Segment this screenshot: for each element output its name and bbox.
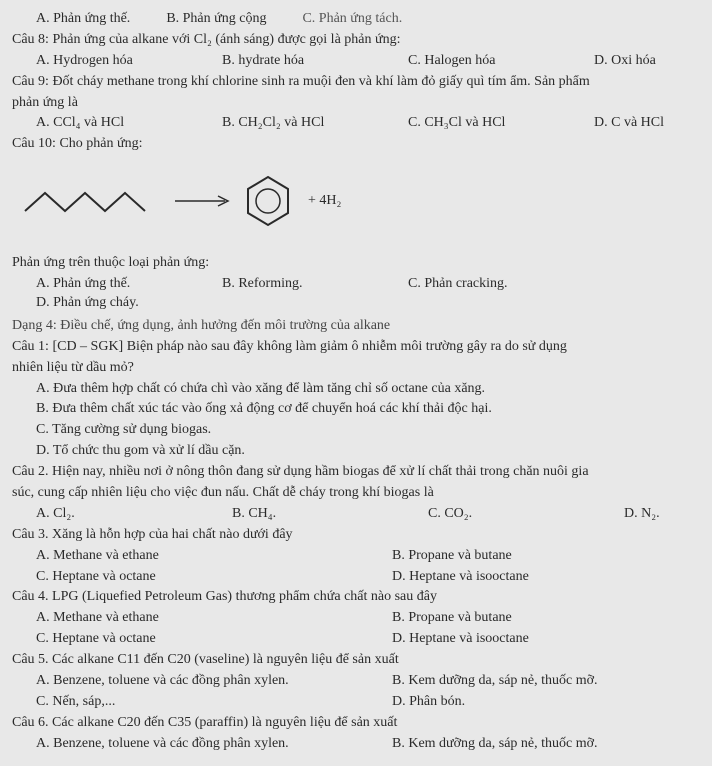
cau9-b: B. CH₂Cl₂ và HCl [222, 114, 372, 133]
opt-a: A. Phản ứng thế. [36, 10, 130, 29]
cau5-a: A. Benzene, toluene và các đồng phân xyl… [36, 672, 356, 691]
cau10-c: C. Phản cracking. [408, 275, 558, 294]
cau4-row1: A. Methane và ethane B. Propane và butan… [12, 609, 700, 628]
cau4-row2: C. Heptane và octane D. Heptane và isooc… [12, 630, 700, 649]
cau3-stem: Câu 3. Xăng là hỗn hợp của hai chất nào … [12, 526, 700, 545]
cau1-stem1: Câu 1: [CD – SGK] Biện pháp nào sau đây … [12, 338, 700, 357]
cau3-b: B. Propane và butane [392, 547, 512, 566]
cau2-d: D. N₂. [624, 505, 660, 524]
cau5-row1: A. Benzene, toluene và các đồng phân xyl… [12, 672, 700, 691]
cau3-row1: A. Methane và ethane B. Propane và butan… [12, 547, 700, 566]
cau8-options: A. Hydrogen hóa B. hydrate hóa C. Haloge… [12, 52, 700, 71]
cau6-b: B. Kem dưỡng da, sáp nẻ, thuốc mỡ. [392, 735, 598, 754]
cau5-b: B. Kem dưỡng da, sáp nẻ, thuốc mỡ. [392, 672, 598, 691]
cau8-a: A. Hydrogen hóa [36, 52, 186, 71]
cau4-d: D. Heptane và isooctane [392, 630, 529, 649]
cau1-d: D. Tổ chức thu gom và xử lí dầu cặn. [12, 442, 700, 461]
benzene-icon [240, 173, 296, 229]
cau2-stem1: Câu 2. Hiện nay, nhiều nơi ở nông thôn đ… [12, 463, 700, 482]
top-frag-options: A. Phản ứng thế. B. Phản ứng cộng C. Phả… [12, 10, 700, 29]
cau3-d: D. Heptane và isooctane [392, 568, 529, 587]
cau8-d: D. Oxi hóa [594, 52, 656, 71]
cau10-diagram: + 4H₂ [20, 166, 700, 236]
cau5-d: D. Phân bón. [392, 693, 465, 712]
cau1-b: B. Đưa thêm chất xúc tác vào ống xả động… [12, 400, 700, 419]
zigzag-chain-icon [20, 181, 170, 221]
opt-b: B. Phản ứng cộng [166, 10, 266, 29]
cau9-a: A. CCl₄ và HCl [36, 114, 186, 133]
dang4-heading: Dạng 4: Điều chế, ứng dụng, ảnh hưởng đế… [12, 317, 700, 336]
cau10-b: B. Reforming. [222, 275, 372, 294]
cau4-a: A. Methane và ethane [36, 609, 356, 628]
cau10-stem: Câu 10: Cho phản ứng: [12, 135, 700, 154]
cau4-stem: Câu 4. LPG (Liquefied Petroleum Gas) thư… [12, 588, 700, 607]
cau8-b: B. hydrate hóa [222, 52, 372, 71]
cau9-options: A. CCl₄ và HCl B. CH₂Cl₂ và HCl C. CH₃Cl… [12, 114, 700, 133]
cau6-stem: Câu 6. Các alkane C20 đến C35 (paraffin)… [12, 714, 700, 733]
cau8-stem: Câu 8: Phản ứng của alkane với Cl₂ (ánh … [12, 31, 700, 50]
opt-c: C. Phản ứng tách. [302, 10, 402, 29]
cau8-c: C. Halogen hóa [408, 52, 558, 71]
cau2-c: C. CO₂. [428, 505, 588, 524]
cau2-options: A. Cl₂. B. CH₄. C. CO₂. D. N₂. [12, 505, 700, 524]
cau2-a: A. Cl₂. [36, 505, 196, 524]
cau6-a: A. Benzene, toluene và các đồng phân xyl… [36, 735, 356, 754]
cau9-d: D. C và HCl [594, 114, 664, 133]
cau10-options: A. Phản ứng thế. B. Reforming. C. Phản c… [12, 275, 700, 313]
cau4-b: B. Propane và butane [392, 609, 512, 628]
cau9-stem1: Câu 9: Đốt cháy methane trong khí chlori… [12, 73, 700, 92]
cau5-row2: C. Nến, sáp,... D. Phân bón. [12, 693, 700, 712]
cau2-stem2: súc, cung cấp nhiên liệu cho việc đun nấ… [12, 484, 700, 503]
cau1-a: A. Đưa thêm hợp chất có chứa chì vào xăn… [12, 380, 700, 399]
cau3-row2: C. Heptane và octane D. Heptane và isooc… [12, 568, 700, 587]
cau10-product: + 4H₂ [308, 192, 341, 211]
cau3-a: A. Methane và ethane [36, 547, 356, 566]
cau1-stem2: nhiên liệu từ dầu mỏ? [12, 359, 700, 378]
cau2-b: B. CH₄. [232, 505, 392, 524]
cau9-c: C. CH₃Cl và HCl [408, 114, 558, 133]
cau5-c: C. Nến, sáp,... [36, 693, 356, 712]
cau5-stem: Câu 5. Các alkane C11 đến C20 (vaseline)… [12, 651, 700, 670]
arrow-icon [170, 191, 240, 211]
cau10-q: Phản ứng trên thuộc loại phản ứng: [12, 254, 700, 273]
cau3-c: C. Heptane và octane [36, 568, 356, 587]
cau1-c: C. Tăng cường sử dụng biogas. [12, 421, 700, 440]
cau4-c: C. Heptane và octane [36, 630, 356, 649]
cau6-row1: A. Benzene, toluene và các đồng phân xyl… [12, 735, 700, 754]
cau10-a: A. Phản ứng thế. [36, 275, 186, 294]
cau10-d: D. Phản ứng cháy. [36, 294, 139, 313]
cau9-stem2: phản ứng là [12, 94, 700, 113]
